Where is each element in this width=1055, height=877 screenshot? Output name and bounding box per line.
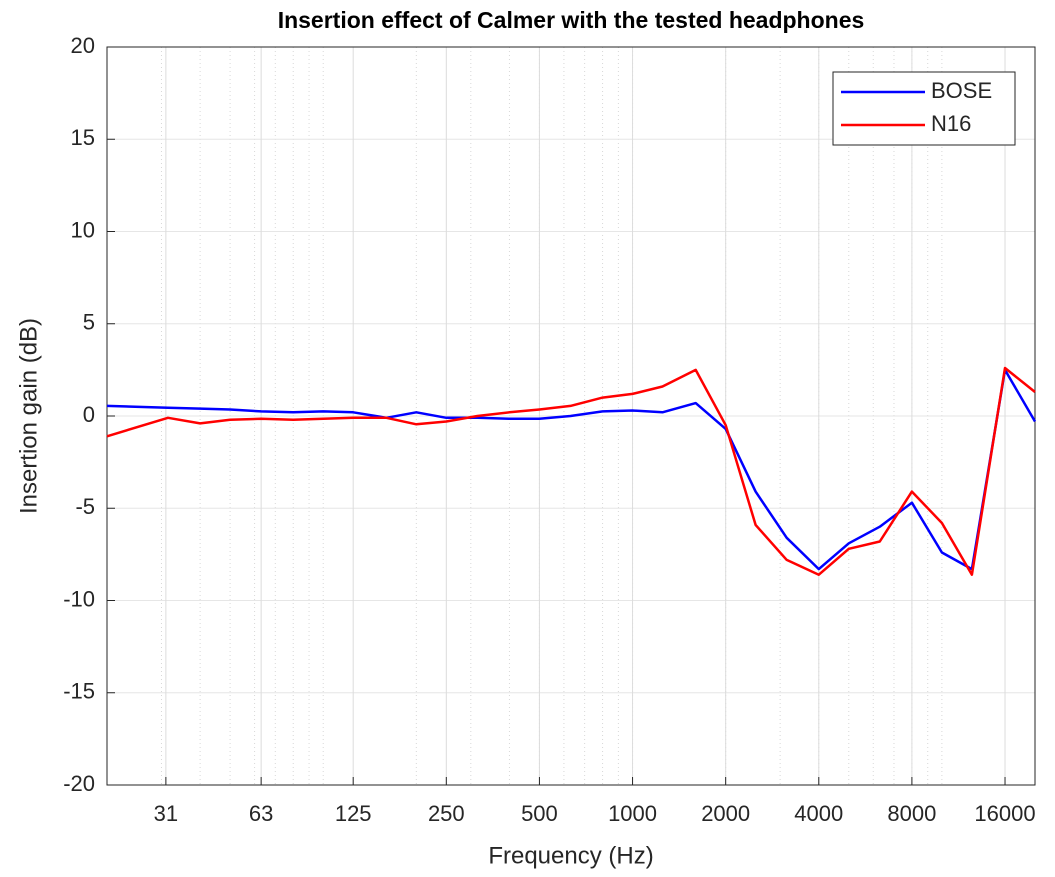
series-line [106, 368, 1037, 571]
chart-title: Insertion effect of Calmer with the test… [278, 7, 865, 33]
legend-label: N16 [931, 111, 971, 136]
y-tick-label: 15 [71, 125, 95, 150]
y-tick-label: -20 [63, 771, 95, 796]
y-tick-label: 10 [71, 217, 95, 242]
x-tick-label: 250 [428, 801, 465, 826]
y-tick-label: -10 [63, 586, 95, 611]
x-tick-label: 8000 [887, 801, 936, 826]
x-tick-label: 1000 [608, 801, 657, 826]
y-tick-label: 20 [71, 33, 95, 58]
legend-label: BOSE [931, 78, 992, 103]
y-tick-label: 5 [83, 310, 95, 335]
x-tick-label: 2000 [701, 801, 750, 826]
y-tick-label: -15 [63, 679, 95, 704]
y-tick-label: -5 [75, 494, 95, 519]
series-line [106, 366, 1036, 576]
x-tick-label: 31 [154, 801, 178, 826]
y-axis-label: Insertion gain (dB) [15, 318, 42, 514]
x-tick-label: 500 [521, 801, 558, 826]
x-axis-label: Frequency (Hz) [488, 842, 653, 869]
x-tick-label: 16000 [974, 801, 1035, 826]
y-tick-label: 0 [83, 402, 95, 427]
x-tick-label: 125 [335, 801, 372, 826]
x-tick-label: 63 [249, 801, 273, 826]
legend-box [832, 71, 1016, 146]
axes-box [106, 46, 1036, 786]
x-tick-label: 4000 [794, 801, 843, 826]
